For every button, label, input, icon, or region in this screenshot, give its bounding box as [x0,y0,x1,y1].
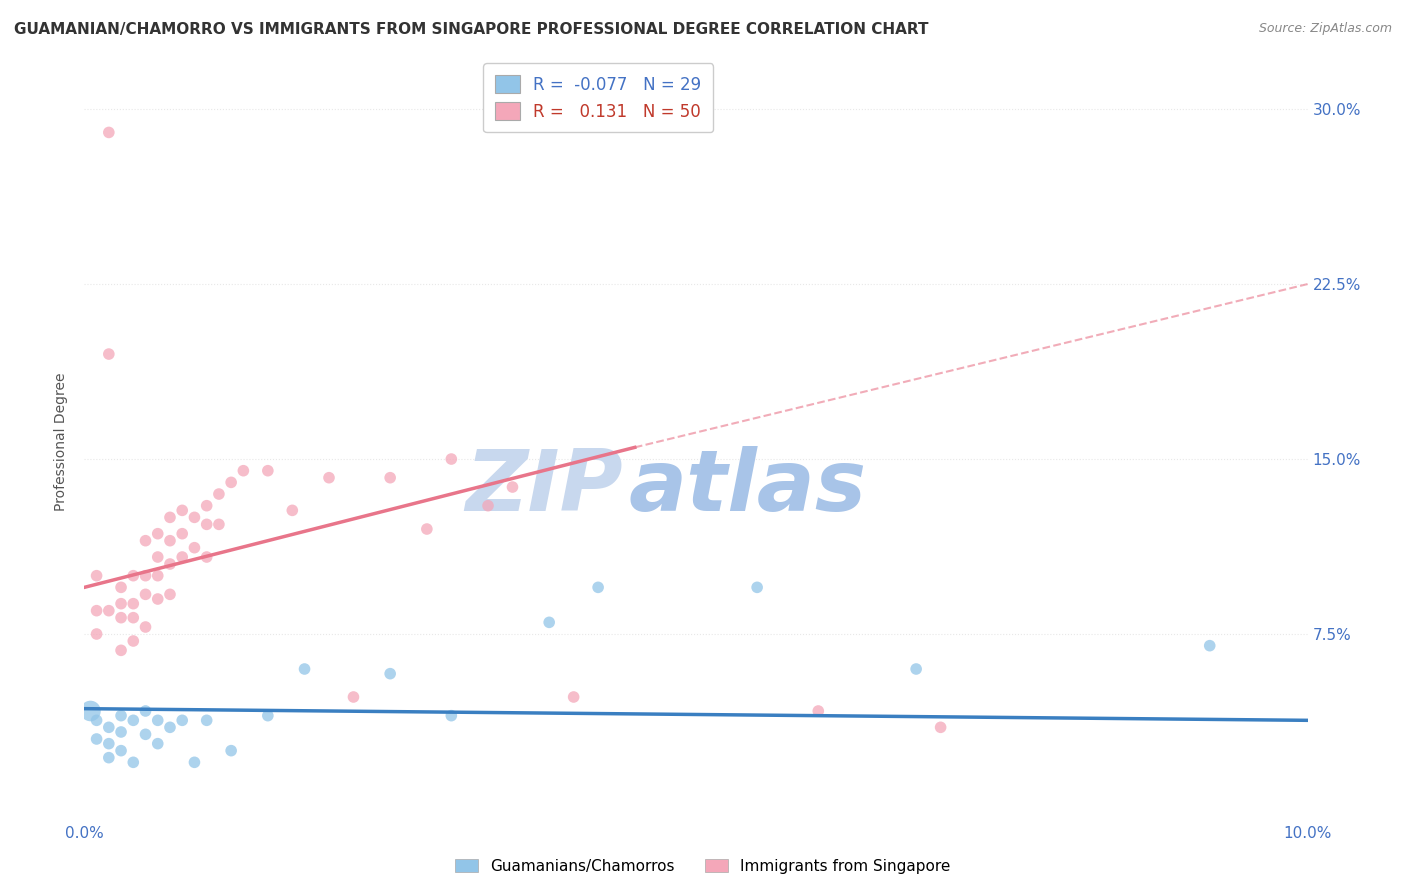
Point [110,597,132,611]
Y-axis label: Professional Degree: Professional Degree [55,372,69,511]
Point [146,592,169,607]
Point [172,526,194,541]
Point [318,471,340,485]
Point [86,568,108,582]
Legend: R =  -0.077   N = 29, R =   0.131   N = 50: R = -0.077 N = 29, R = 0.131 N = 50 [484,63,713,132]
Point [440,708,463,723]
Point [502,480,524,494]
Point [257,708,280,723]
Point [110,580,132,594]
Point [122,756,145,770]
Point [86,731,108,746]
Point [1198,639,1220,653]
Point [416,522,439,536]
Point [195,499,218,513]
Point [208,487,231,501]
Point [380,666,402,681]
Text: GUAMANIAN/CHAMORRO VS IMMIGRANTS FROM SINGAPORE PROFESSIONAL DEGREE CORRELATION : GUAMANIAN/CHAMORRO VS IMMIGRANTS FROM SI… [14,22,928,37]
Point [135,587,157,601]
Point [281,503,304,517]
Point [86,604,108,618]
Point [183,541,205,555]
Point [477,499,499,513]
Point [146,526,169,541]
Text: ZIP: ZIP [465,445,623,529]
Point [219,744,242,758]
Legend: Guamanians/Chamorros, Immigrants from Singapore: Guamanians/Chamorros, Immigrants from Si… [449,853,957,880]
Point [538,615,561,630]
Point [905,662,928,676]
Point [380,471,402,485]
Point [195,714,218,728]
Point [195,549,218,564]
Point [159,587,181,601]
Point [146,737,169,751]
Point [183,756,205,770]
Point [122,610,145,624]
Point [122,568,145,582]
Point [86,627,108,641]
Point [135,727,157,741]
Point [586,580,609,594]
Point [294,662,316,676]
Point [122,634,145,648]
Point [195,517,218,532]
Point [342,690,364,704]
Point [122,714,145,728]
Point [110,610,132,624]
Point [135,704,157,718]
Point [146,568,169,582]
Point [159,533,181,548]
Point [159,720,181,734]
Point [97,125,120,139]
Point [110,643,132,657]
Point [807,704,830,718]
Point [135,568,157,582]
Point [747,580,769,594]
Point [97,720,120,734]
Point [97,737,120,751]
Point [172,503,194,517]
Point [110,744,132,758]
Point [97,347,120,361]
Point [135,620,157,634]
Point [79,704,101,718]
Point [86,714,108,728]
Text: Source: ZipAtlas.com: Source: ZipAtlas.com [1258,22,1392,36]
Point [929,720,952,734]
Point [172,549,194,564]
Point [159,510,181,524]
Point [122,597,145,611]
Text: atlas: atlas [628,445,868,529]
Point [257,464,280,478]
Point [110,708,132,723]
Point [232,464,254,478]
Point [159,557,181,571]
Point [146,714,169,728]
Point [440,452,463,467]
Point [208,517,231,532]
Point [219,475,242,490]
Point [172,714,194,728]
Point [146,549,169,564]
Point [183,510,205,524]
Point [97,750,120,764]
Point [562,690,585,704]
Point [110,725,132,739]
Point [97,604,120,618]
Point [135,533,157,548]
